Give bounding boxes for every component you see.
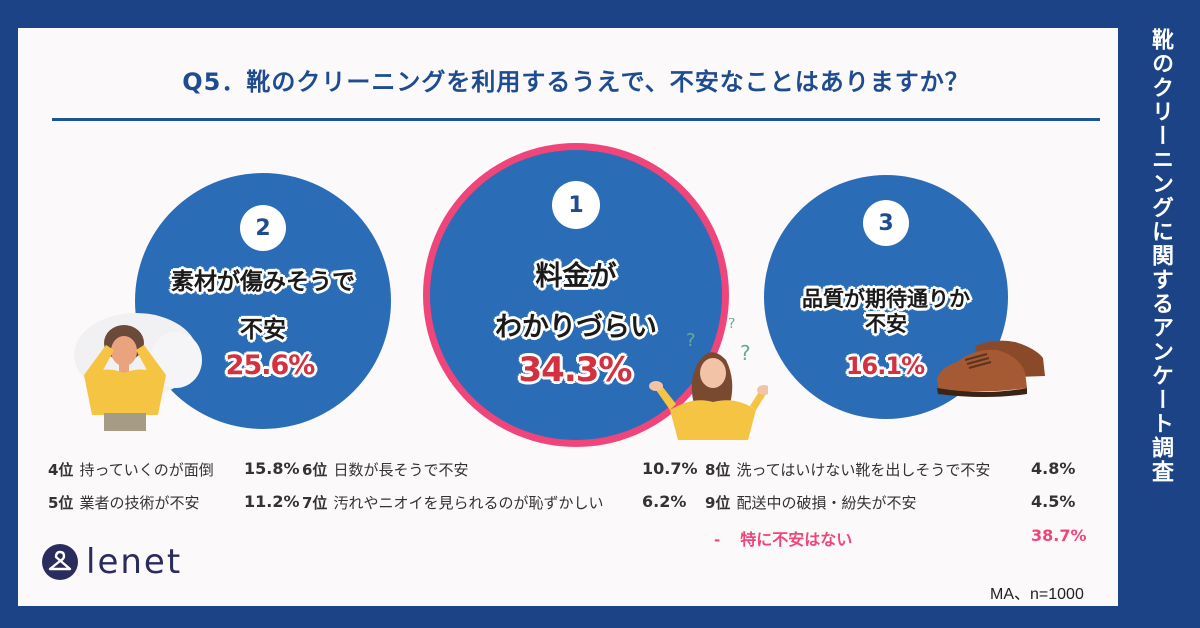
brand-name: lenet [86, 542, 183, 582]
item-label: 持っていくのが面倒 [79, 461, 214, 479]
rank-3-label-line-1: 品質が期待通りか [802, 287, 970, 311]
list-item-rank-8: 8位 洗ってはいけない靴を出しそうで不安 4.8% [705, 459, 1075, 480]
rank-1-badge: 1 [552, 181, 600, 229]
rank-label: 9位 [705, 494, 731, 512]
rank-1-percent: 34.3% [518, 350, 633, 390]
svg-text:?: ? [740, 341, 751, 365]
svg-text:?: ? [728, 318, 735, 332]
rank-3-label-line-2: 不安 [865, 312, 907, 336]
item-label: 特に不安はない [740, 530, 853, 549]
item-label: 業者の技術が不安 [79, 494, 200, 512]
leather-shoes-illustration [937, 340, 1045, 397]
rank-2-label-line-1: 素材が傷みそうで [171, 269, 355, 295]
hanger-icon [42, 544, 78, 580]
rank-label: 8位 [705, 461, 731, 479]
item-percent: 38.7% [1031, 526, 1087, 545]
title-underline [52, 118, 1100, 121]
svg-text:?: ? [686, 330, 696, 351]
item-label: 配送中の破損・紛失が不安 [736, 494, 917, 512]
rank-1-label-line-2: わかりづらい [495, 312, 657, 343]
item-percent: 11.2% [244, 492, 300, 511]
item-label: 汚れやニオイを見られるのが恥ずかしい [333, 494, 604, 512]
sample-note: MA、n=1000 [990, 586, 1084, 603]
stressed-woman-illustration [74, 313, 202, 431]
list-item-no-concern: - 特に不安はない 38.7% [714, 526, 1087, 550]
item-percent: 4.8% [1031, 459, 1076, 478]
item-percent: 6.2% [642, 492, 687, 511]
rank-2-label-line-2: 不安 [240, 317, 286, 343]
lenet-logo: lenet [42, 544, 182, 580]
rank-label: 7位 [302, 494, 328, 512]
rank-label: 5位 [48, 494, 74, 512]
item-label: 洗ってはいけない靴を出しそうで不安 [736, 461, 991, 479]
confused-woman-illustration: ? ? ? [649, 318, 768, 440]
item-percent: 15.8% [244, 459, 300, 478]
rank-1-label-line-1: 料金が [535, 261, 617, 292]
rank-label: 4位 [48, 461, 74, 479]
question-title: Q5．靴のクリーニングを利用するうえで、不安なことはありますか？ [182, 68, 970, 96]
list-item-rank-6: 6位 日数が長そうで不安 10.7% [302, 459, 698, 480]
rank-3-badge: 3 [863, 200, 909, 246]
rank-3-percent: 16.1% [845, 352, 925, 380]
item-label: 日数が長そうで不安 [333, 461, 469, 479]
rank-2-percent: 25.6% [225, 350, 316, 381]
list-item-rank-5: 5位 業者の技術が不安 11.2% [48, 492, 300, 513]
rank-label: - [714, 531, 721, 549]
rank-2-badge: 2 [240, 205, 286, 251]
rank-label: 6位 [302, 461, 328, 479]
list-item-rank-7: 7位 汚れやニオイを見られるのが恥ずかしい 6.2% [302, 492, 686, 513]
item-percent: 4.5% [1031, 492, 1076, 511]
item-percent: 10.7% [642, 459, 698, 478]
list-item-rank-9: 9位 配送中の破損・紛失が不安 4.5% [705, 492, 1075, 513]
list-item-rank-4: 4位 持っていくのが面倒 15.8% [48, 459, 300, 480]
survey-side-title: 靴のクリーニングに関するアンケート調査 [1148, 28, 1173, 484]
